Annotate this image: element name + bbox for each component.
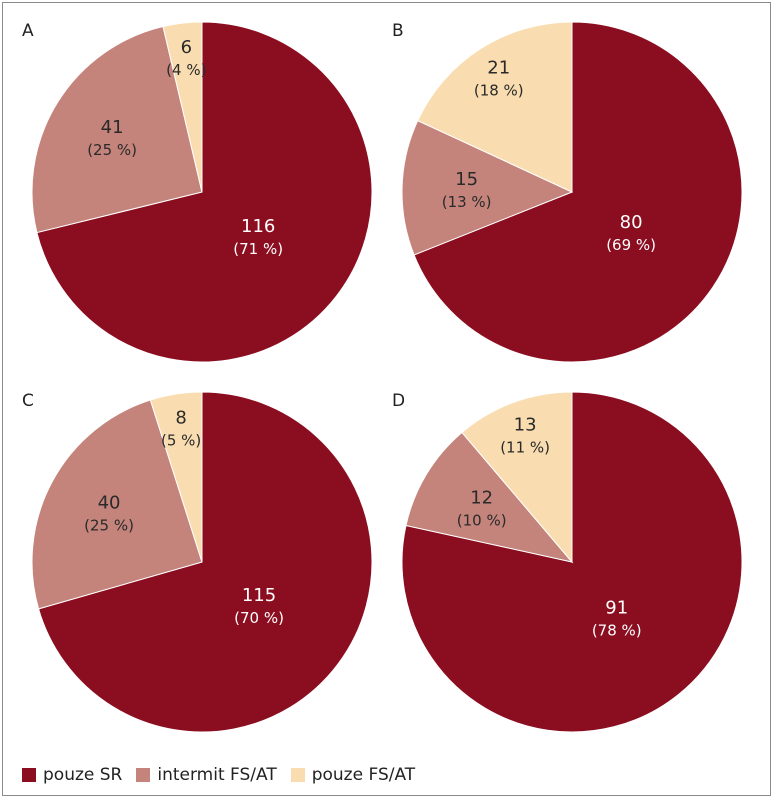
panel-label-d: D bbox=[392, 391, 405, 411]
panel-label-c: C bbox=[22, 391, 34, 411]
pie-d-slice-pouze-fs bbox=[461, 391, 573, 564]
pie-c-percent-intermit: (25 %) bbox=[84, 516, 134, 534]
pie-d: 91 (78 %) 12 (10 %) 13 (11 %) bbox=[401, 391, 743, 733]
pie-d-count-pouze-sr: 91 bbox=[605, 598, 628, 619]
pie-d-count-pouze-fs: 13 bbox=[514, 414, 537, 435]
pie-a-count-pouze-fs: 6 bbox=[181, 37, 192, 58]
pie-c-slice-pouze-sr bbox=[37, 391, 373, 733]
pie-b-slice-pouze-fs bbox=[417, 21, 573, 193]
pie-b-count-intermit: 15 bbox=[455, 169, 478, 190]
pie-a-percent-pouze-sr: (71 %) bbox=[233, 240, 283, 258]
legend-swatch-pouze-sr bbox=[22, 768, 36, 782]
pie-c-slice-intermit bbox=[31, 399, 203, 610]
pie-c-percent-pouze-fs: (5 %) bbox=[161, 432, 201, 450]
pie-d-count-intermit: 12 bbox=[470, 488, 493, 509]
pie-c: 115 (70 %) 40 (25 %) 8 (5 %) bbox=[31, 391, 373, 733]
panel-label-b: B bbox=[392, 21, 404, 41]
legend-item-intermit: intermit FS/AT bbox=[136, 765, 277, 785]
legend-item-pouze-fs: pouze FS/AT bbox=[290, 765, 416, 785]
pie-b-slice-intermit bbox=[401, 119, 574, 256]
legend-label-pouze-sr: pouze SR bbox=[43, 765, 123, 785]
pie-b: 80 (69 %) 15 (13 %) 21 (18 %) bbox=[401, 21, 743, 363]
pie-d-percent-intermit: (10 %) bbox=[457, 512, 507, 530]
pie-c-count-intermit: 40 bbox=[98, 492, 121, 513]
pie-a-slice-intermit bbox=[31, 25, 203, 234]
pie-d-percent-pouze-sr: (78 %) bbox=[592, 622, 642, 640]
pie-a-slice-pouze-sr bbox=[36, 21, 373, 363]
pie-d-slice-intermit bbox=[405, 431, 574, 563]
pie-charts: 116 (71 %) 41 (25 %) 6 (4 %) A 80 (69 %) 15 (13 %)… bbox=[22, 21, 743, 733]
pie-c-slice-pouze-fs bbox=[149, 391, 203, 563]
legend-swatch-pouze-fs bbox=[290, 768, 305, 782]
legend: pouze SR intermit FS/AT pouze FS/AT bbox=[22, 763, 429, 787]
pie-a-count-intermit: 41 bbox=[101, 117, 124, 138]
legend-label-pouze-fs: pouze FS/AT bbox=[311, 765, 416, 785]
pie-a: 116 (71 %) 41 (25 %) 6 (4 %) bbox=[31, 21, 373, 363]
pie-b-percent-intermit: (13 %) bbox=[442, 193, 492, 211]
pie-c-count-pouze-sr: 115 bbox=[242, 585, 276, 606]
legend-label-intermit: intermit FS/AT bbox=[157, 765, 277, 785]
pie-b-count-pouze-sr: 80 bbox=[620, 212, 643, 233]
pie-a-slice-pouze-fs bbox=[162, 21, 203, 193]
legend-swatch-intermit bbox=[136, 768, 151, 782]
pie-a-percent-pouze-fs: (4 %) bbox=[166, 61, 206, 79]
pie-a-count-pouze-sr: 116 bbox=[241, 216, 275, 237]
pie-c-count-pouze-fs: 8 bbox=[175, 408, 186, 429]
pie-b-percent-pouze-fs: (18 %) bbox=[474, 81, 524, 99]
pie-b-percent-pouze-sr: (69 %) bbox=[606, 236, 656, 254]
legend-item-pouze-sr: pouze SR bbox=[22, 765, 122, 785]
pie-c-percent-pouze-sr: (70 %) bbox=[234, 609, 284, 627]
pie-a-percent-intermit: (25 %) bbox=[87, 141, 137, 159]
pie-b-count-pouze-fs: 21 bbox=[487, 57, 510, 78]
pie-b-slice-pouze-sr bbox=[413, 21, 743, 363]
panel-label-a: A bbox=[22, 21, 34, 41]
pie-d-percent-pouze-fs: (11 %) bbox=[500, 438, 550, 456]
